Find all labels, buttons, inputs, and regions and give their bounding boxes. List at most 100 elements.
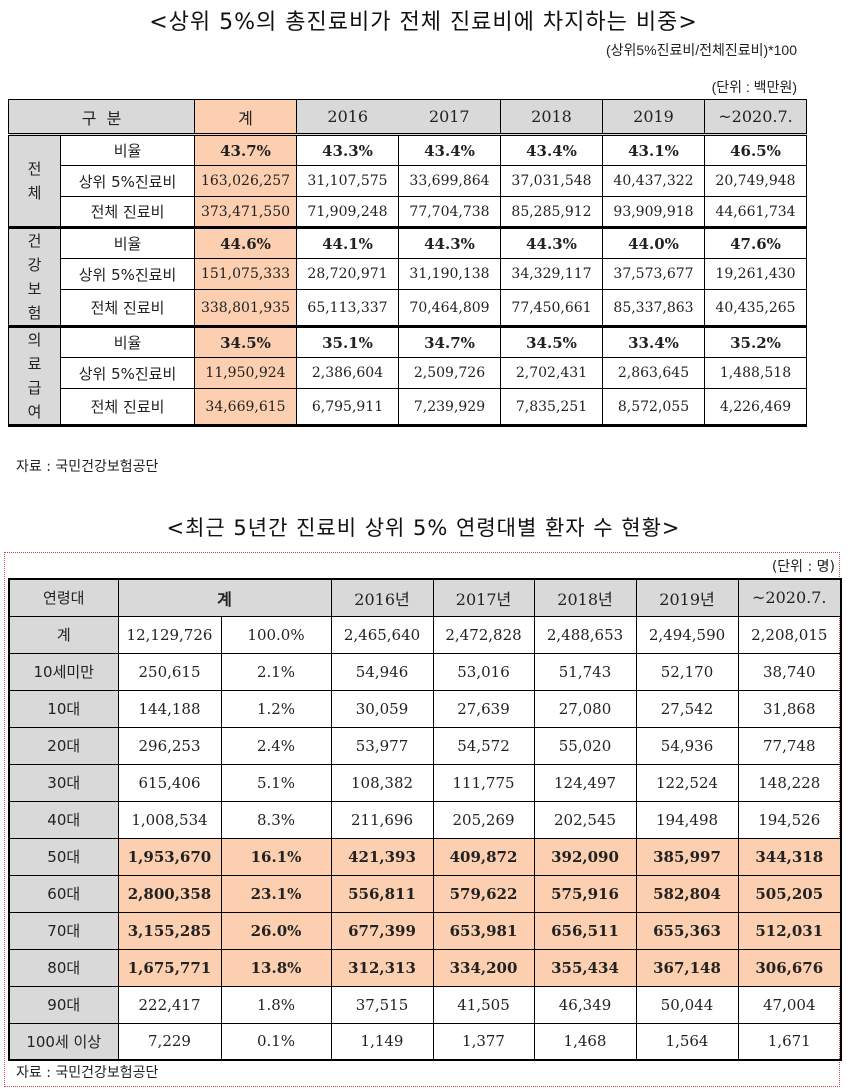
cell: 1,488,518 (704, 357, 807, 389)
cell: 1,564 (635, 1022, 739, 1061)
table-row: 계 12,129,726 100.0% 2,465,640 2,472,828 2,488… (8, 615, 842, 654)
cell-total: 7,229 (117, 1022, 222, 1061)
header-total: 계 (117, 578, 332, 617)
cell: 43.4% (398, 134, 501, 166)
cell: 71,909,248 (296, 196, 399, 228)
cell: 202,545 (533, 800, 637, 839)
cell: 656,511 (533, 911, 637, 950)
cell: 505,205 (737, 874, 842, 913)
cell: 37,515 (330, 985, 434, 1024)
table1-title: <상위 5%의 총진료비가 전체 진료비에 차지하는 비중> (149, 10, 698, 35)
cell-total: 296,253 (117, 726, 222, 765)
cell: 38,740 (737, 652, 842, 691)
row-label: 전체 진료비 (60, 196, 195, 228)
cell-percent: 1.8% (220, 985, 332, 1024)
table-row: 40대 1,008,534 8.3% 211,696 205,269 202,545 194… (8, 800, 842, 839)
cell-percent: 26.0% (220, 911, 332, 950)
table-row: 60대 2,800,358 23.1% 556,811 579,622 575,916 58… (8, 874, 842, 913)
cell-percent: 23.1% (220, 874, 332, 913)
age-label: 80대 (8, 948, 119, 987)
cell-total: 1,953,670 (117, 837, 222, 876)
cell: 54,572 (432, 726, 535, 765)
cell: 33.4% (602, 325, 705, 358)
cell: 44.1% (296, 226, 399, 259)
cell: 35.1% (296, 325, 399, 358)
table2-header-row: 연령대 계 2016년 2017년 2018년 2019년 ~2020.7. (8, 578, 842, 617)
header-year: 2019 (602, 99, 705, 136)
cell: 2,494,590 (635, 615, 739, 654)
cell-total: 34,669,615 (194, 388, 297, 426)
table1-header-row: 구 분 계 2016 2017 2018 2019 ~2020.7. (8, 99, 807, 136)
cell: 44.3% (398, 226, 501, 259)
table-row: 70대 3,155,285 26.0% 677,399 653,981 656,511 65… (8, 911, 842, 950)
cell-percent: 5.1% (220, 763, 332, 802)
cell: 556,811 (330, 874, 434, 913)
cell-total: 151,075,333 (194, 258, 297, 290)
table-row: 전체 진료비 373,471,550 71,909,248 77,704,738… (9, 196, 807, 228)
cell: 677,399 (330, 911, 434, 950)
cell-total: 1,675,771 (117, 948, 222, 987)
cell: 344,318 (737, 837, 842, 876)
cell: 34.5% (500, 325, 603, 358)
cell: 385,997 (635, 837, 739, 876)
age-label: 100세 이상 (8, 1022, 119, 1061)
cell: 51,743 (533, 652, 637, 691)
age-label: 10세미만 (8, 652, 119, 691)
cell: 306,676 (737, 948, 842, 987)
cell: 46,349 (533, 985, 637, 1024)
cell: 47.6% (704, 226, 807, 259)
cell: 512,031 (737, 911, 842, 950)
cell: 37,031,548 (500, 165, 603, 197)
cell-total: 615,406 (117, 763, 222, 802)
cell: 43.4% (500, 134, 603, 166)
cell: 44.0% (602, 226, 705, 259)
cell: 37,573,677 (602, 258, 705, 290)
cell-percent: 2.1% (220, 652, 332, 691)
cell: 7,239,929 (398, 388, 501, 426)
cell: 31,868 (737, 689, 842, 728)
header-year: 2016년 (330, 578, 434, 617)
cell: 409,872 (432, 837, 535, 876)
row-label: 비율 (60, 134, 195, 166)
age-label: 10대 (8, 689, 119, 728)
table-row: 의 료 급 여 비율 34.5% 35.1% 34.7% 34.5% 33.4%… (8, 325, 807, 426)
row-label: 전체 진료비 (60, 388, 195, 426)
row-label: 상위 5%진료비 (60, 357, 195, 389)
cell: 33,699,864 (398, 165, 501, 197)
table2-source: 자료 : 국민건강보험공단 (16, 1065, 159, 1081)
cell-total: 250,615 (117, 652, 222, 691)
cell: 108,382 (330, 763, 434, 802)
cell: 44.3% (500, 226, 603, 259)
cell-total: 163,026,257 (194, 165, 297, 197)
cell-total: 373,471,550 (194, 196, 297, 228)
cell-total: 3,155,285 (117, 911, 222, 950)
cell: 1,377 (432, 1022, 535, 1061)
cell: 27,639 (432, 689, 535, 728)
cell: 122,524 (635, 763, 739, 802)
cell: 2,702,431 (500, 357, 603, 389)
cell: 41,505 (432, 985, 535, 1024)
table-row: 90대 222,417 1.8% 37,515 41,505 46,349 50,044 47… (8, 985, 842, 1024)
table-row: 상위 5%진료비 163,026,257 31,107,575 33,699,8… (9, 165, 807, 197)
cell: 19,261,430 (704, 258, 807, 290)
cell: 70,464,809 (398, 289, 501, 327)
cell: 211,696 (330, 800, 434, 839)
group-label-total: 전 체 (8, 134, 61, 228)
age-label: 20대 (8, 726, 119, 765)
table-row: 50대 1,953,670 16.1% 421,393 409,872 392,090 38… (8, 837, 842, 876)
table-row: 20대 296,253 2.4% 53,977 54,572 55,020 54,936 77… (8, 726, 842, 765)
row-label: 상위 5%진료비 (60, 165, 195, 197)
cell: 47,004 (737, 985, 842, 1024)
cell: 6,795,911 (296, 388, 399, 426)
cell: 421,393 (330, 837, 434, 876)
cell: 4,226,469 (704, 388, 807, 426)
cell: 205,269 (432, 800, 535, 839)
row-label: 전체 진료비 (60, 289, 195, 327)
header-year: ~2020.7. (704, 99, 807, 136)
table-row: 30대 615,406 5.1% 108,382 111,775 124,497 122,5… (8, 763, 842, 802)
cell: 40,435,265 (704, 289, 807, 327)
cell: 1,149 (330, 1022, 434, 1061)
cell: 1,468 (533, 1022, 637, 1061)
cell-total: 12,129,726 (117, 615, 222, 654)
age-group-table: 연령대 계 2016년 2017년 2018년 2019년 ~2020.7. 계… (8, 578, 843, 1061)
